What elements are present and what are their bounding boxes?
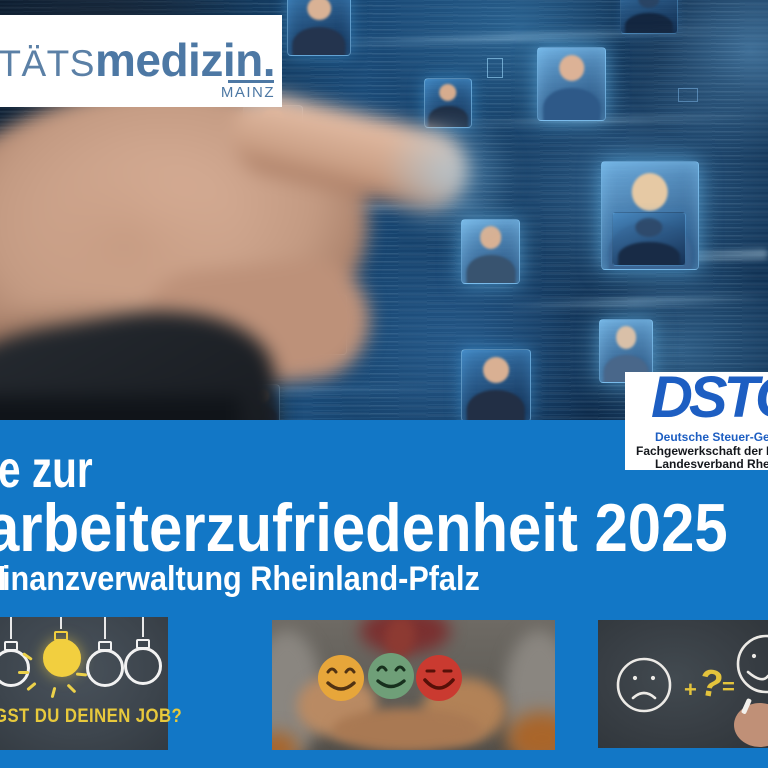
smiley-red-icon [416,655,462,701]
dstg-line1: Deutsche Steuer-Gew [655,430,768,444]
smiley-yellow-icon [318,655,364,701]
bulb-cord [142,617,144,637]
bulb-ray [66,683,77,694]
person-head [616,326,636,349]
bulb-ray [50,686,57,699]
chalk-stick [741,698,752,714]
bulb-off-icon [86,649,124,687]
clipped-letter-fragment [0,566,4,590]
bulb-off-icon [124,647,162,685]
title-line3: inanzverwaltung Rheinland-Pfalz [2,560,480,598]
title-line2: arbeiterzufriedenheit 2025 [0,490,728,566]
bulb-cord [10,617,12,639]
bulbs-caption: GST DU DEINEN JOB? [0,706,183,727]
chalk-plus: + [684,677,697,702]
portrait-tile [537,47,606,121]
bulb-ray [18,671,29,674]
dstg-line3: Landesverband Rhein [655,457,768,470]
person-body [465,255,516,283]
person-head [439,83,457,102]
person-head [307,0,331,21]
touch-glow [380,105,520,245]
person-body [542,88,601,120]
person-body [624,12,674,33]
unimedizin-word: medizin. [94,34,276,86]
bulb-ray [75,672,88,677]
unimedizin-city: MAINZ [220,84,275,101]
bulb-on-icon [43,639,81,677]
sad-face-icon [616,657,672,713]
unimedizin-rule [228,80,274,83]
smile-mouth [746,670,768,681]
person-head [631,172,669,212]
sleeve [0,396,240,420]
person-body [466,389,526,420]
title-line1: e zur [0,441,93,499]
dstg-acronym: DSTG [651,372,768,430]
chalk-equals: = [722,674,735,699]
person-head [558,55,585,82]
orange-floor [272,732,298,750]
lightbulbs-photo [0,617,168,750]
happy-face-icon [736,634,768,694]
smileys-photo [272,620,555,750]
bulb-cord [60,617,62,629]
smiley-green-icon [368,653,414,699]
person-body [292,26,346,55]
bulb-ray [26,681,37,692]
portrait-tile [461,349,531,420]
writing-hand [734,703,768,747]
unimedizin-prefix: RSITÄTS [0,43,95,84]
bulb-off-icon [0,649,30,687]
fingers [332,708,482,750]
portrait-tile [620,0,678,34]
person-body [618,242,680,265]
chalk-drawing: + ? = [616,634,768,747]
portrait-tile [287,0,351,56]
person-head [635,218,663,237]
bulb-cord [104,617,106,639]
portrait-tile [612,212,686,266]
person-head [483,357,509,383]
frown-mouth [631,691,657,700]
unimedizin-logo: RSITÄTSmedizin. MAINZ [0,15,282,107]
unimedizin-wordmark: RSITÄTSmedizin. [0,33,276,87]
dstg-logo: DSTG Deutsche Steuer-Gew Fachgewerkschaf… [625,372,768,470]
dstg-line2: Fachgewerkschaft der Fin [636,444,768,458]
person-head [638,0,660,9]
chalkboard-photo: + ? = [598,620,768,748]
